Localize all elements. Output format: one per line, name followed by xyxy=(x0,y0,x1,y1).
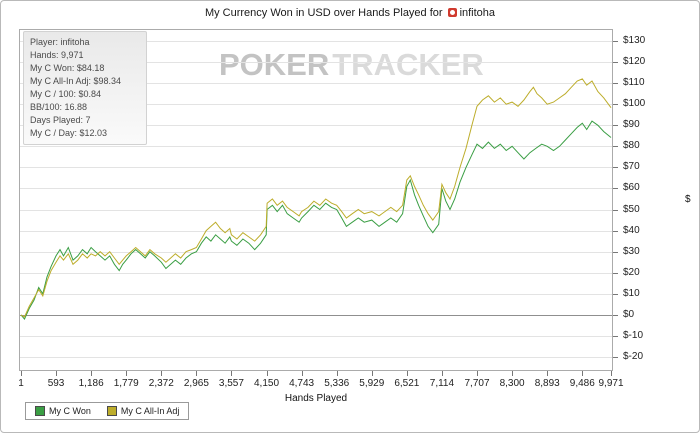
x-tick-label: 3,557 xyxy=(218,378,244,389)
x-tick-label: 8,300 xyxy=(499,378,525,389)
y-tick-label: $50 xyxy=(623,203,640,215)
watermark-poker: POKER xyxy=(219,47,330,82)
y-tick-label: $90 xyxy=(623,119,640,131)
series-line-my-c-all-in-adj xyxy=(20,78,612,318)
series-line-my-c-won xyxy=(20,120,612,321)
stat-row: BB/100: 16.88 xyxy=(30,102,88,112)
x-tick-label: 1,186 xyxy=(78,378,104,389)
x-tick-label: 5,929 xyxy=(359,378,385,389)
y-tick-label: $30 xyxy=(623,245,640,257)
legend-swatch xyxy=(35,406,45,416)
watermark-tracker: TRACKER xyxy=(332,47,484,82)
stat-row: Days Played: 7 xyxy=(30,115,91,125)
x-tick-label: 7,114 xyxy=(429,378,455,389)
stat-row: Hands: 9,971 xyxy=(30,50,84,60)
y-tick-label: $-10 xyxy=(623,329,644,341)
poker-chip-icon xyxy=(449,10,455,15)
stat-row: My C / 100: $0.84 xyxy=(30,89,102,99)
y-tick-label: $120 xyxy=(623,56,646,68)
stat-row: My C / Day: $12.03 xyxy=(30,128,108,138)
pokertracker-watermark: POKERTRACKER xyxy=(219,47,484,83)
y-tick-label: $60 xyxy=(623,182,640,194)
y-tick-label: $70 xyxy=(623,161,640,173)
stats-box: Player: infitoha Hands: 9,971 My C Won: $8… xyxy=(23,31,147,145)
x-tick-label: 8,893 xyxy=(534,378,560,389)
x-tick-label: 7,707 xyxy=(464,378,490,389)
legend-label: My C All-In Adj xyxy=(120,406,180,416)
stat-row: My C All-In Adj: $98.34 xyxy=(30,76,122,86)
plot-border xyxy=(19,29,613,371)
legend-item-my-c-all-in-adj: My C All-In Adj xyxy=(106,406,180,416)
y-tick-label: $0 xyxy=(623,308,635,320)
y-tick-label: $10 xyxy=(623,287,640,299)
x-tick-label: 1 xyxy=(18,378,24,389)
stat-row: My C Won: $84.18 xyxy=(30,63,105,73)
x-tick-label: 9,971 xyxy=(598,378,624,389)
legend-item-my-c-won: My C Won xyxy=(35,406,91,416)
y-axis-title: $ xyxy=(685,194,691,205)
x-tick-label: 2,965 xyxy=(183,378,209,389)
chart-title-text: My Currency Won in USD over Hands Played… xyxy=(204,7,443,19)
x-tick-label: 593 xyxy=(47,378,65,389)
x-tick-label: 1,779 xyxy=(113,378,139,389)
y-tick-label: $100 xyxy=(623,98,646,110)
y-tick-label: $110 xyxy=(623,77,645,89)
x-axis-title: Hands Played xyxy=(284,393,348,404)
player-name: infitoha xyxy=(459,7,496,19)
x-tick-label: 9,486 xyxy=(569,378,595,389)
chart-title: My Currency Won in USD over Hands Played… xyxy=(1,7,699,19)
x-tick-label: 6,521 xyxy=(394,378,420,389)
legend-label: My C Won xyxy=(49,406,91,416)
stat-row: Player: infitoha xyxy=(30,37,90,47)
x-tick-label: 5,336 xyxy=(324,378,350,389)
x-tick-label: 2,372 xyxy=(148,378,174,389)
x-tick-label: 4,743 xyxy=(289,378,315,389)
x-tick-label: 4,150 xyxy=(254,378,280,389)
legend-swatch xyxy=(106,406,117,416)
y-tick-label: $130 xyxy=(623,35,646,46)
y-tick-label: $20 xyxy=(623,266,640,278)
y-tick-label: $40 xyxy=(623,224,640,236)
pokertracker-logo-icon xyxy=(447,8,457,17)
y-tick-label: $-20 xyxy=(623,351,644,362)
legend: My C Won My C All-In Adj xyxy=(25,402,190,420)
y-tick-label: $80 xyxy=(623,140,640,152)
